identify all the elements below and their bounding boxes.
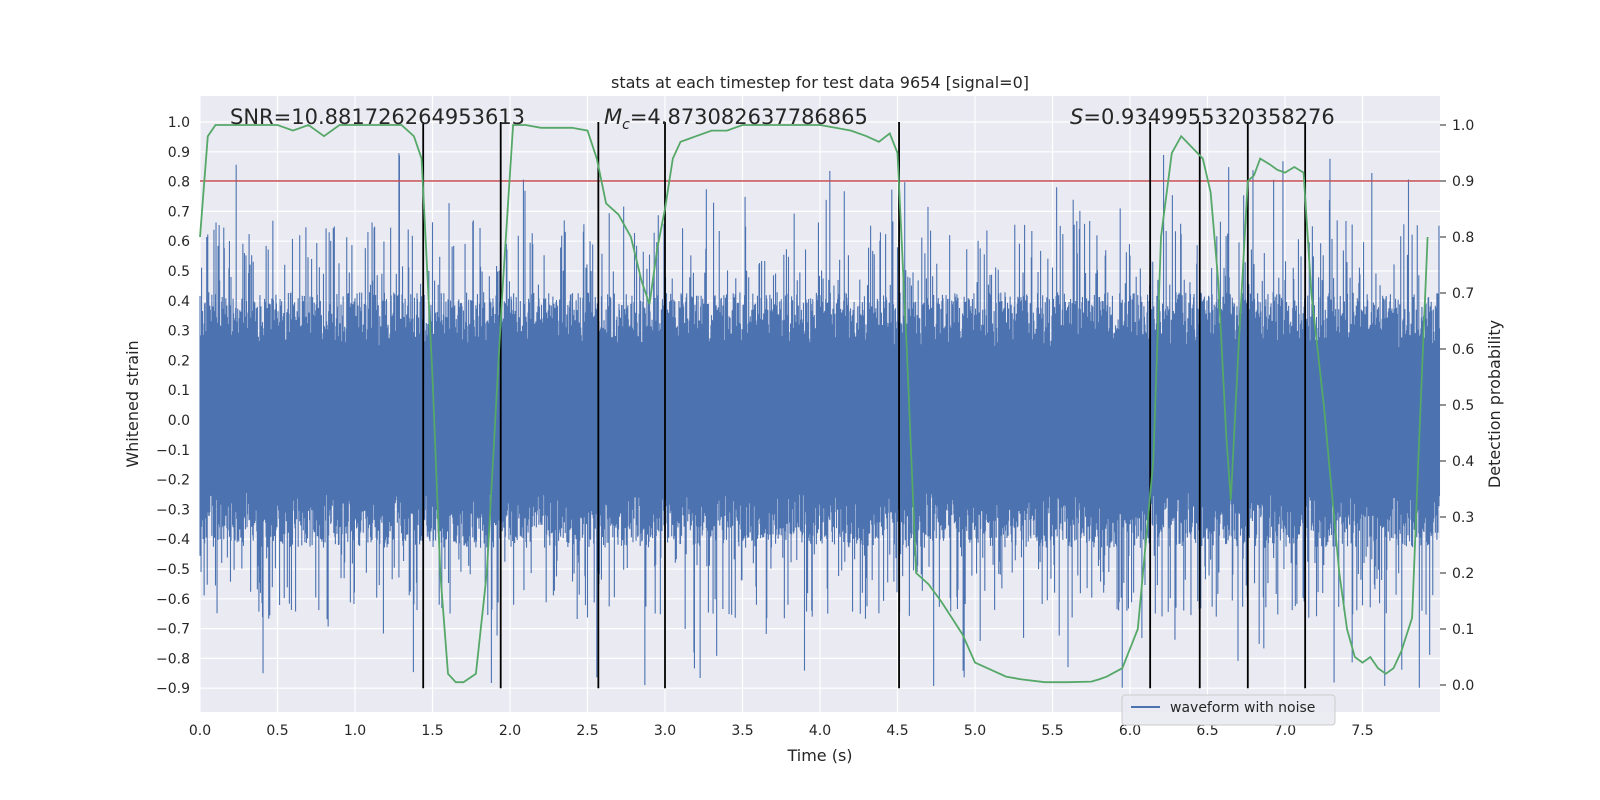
y2-tick-label: 0.9 <box>1452 174 1474 190</box>
x-tick-label: 6.5 <box>1196 723 1218 739</box>
y-tick-label: 0.2 <box>168 353 190 369</box>
y-tick-label: 0.5 <box>168 264 190 280</box>
x-tick-label: 4.5 <box>886 723 908 739</box>
y-tick-label: −0.1 <box>156 443 190 459</box>
y2-tick-labels: 1.0 0.9 0.8 0.7 0.6 0.5 0.4 0.3 0.2 0.1 0.0 <box>1440 118 1474 694</box>
legend: waveform with noise <box>1121 694 1336 726</box>
y-tick-label: −0.9 <box>156 681 190 697</box>
y-tick-label: −0.3 <box>156 502 190 518</box>
y-tick-label: −0.8 <box>156 651 190 667</box>
chirp-mass-symbol: M <box>604 105 622 129</box>
score-symbol: S <box>1070 105 1083 129</box>
waveform-core <box>201 348 1439 492</box>
x-tick-label: 3.5 <box>731 723 753 739</box>
legend-label-waveform: waveform with noise <box>1170 700 1315 716</box>
snr-annotation: SNR=10.881726264953613 <box>230 105 525 129</box>
y-tick-label: −0.6 <box>156 592 190 608</box>
y2-tick-label: 0.4 <box>1452 454 1474 470</box>
x-tick-label: 4.0 <box>809 723 831 739</box>
vertical-markers <box>422 122 1307 689</box>
x-tick-label: 1.5 <box>421 723 443 739</box>
x-tick-label: 2.0 <box>499 723 521 739</box>
y-tick-label: −0.2 <box>156 473 190 489</box>
x-tick-label: 2.5 <box>576 723 598 739</box>
y2-tick-label: 0.8 <box>1452 230 1474 246</box>
y-axis-label: Whitened strain <box>123 340 142 467</box>
y-tick-label: 0.4 <box>168 294 190 310</box>
x-tick-label: 0.5 <box>266 723 288 739</box>
y-tick-label: 1.0 <box>168 115 190 131</box>
y-tick-label: 0.1 <box>168 383 190 399</box>
chirp-mass-subscript: c <box>622 117 630 133</box>
y2-tick-label: 1.0 <box>1452 118 1474 134</box>
y2-tick-label: 0.6 <box>1452 342 1474 358</box>
x-tick-label: 0.0 <box>189 723 211 739</box>
y-tick-label: 0.3 <box>168 324 190 340</box>
y-tick-label: −0.7 <box>156 622 190 638</box>
y2-tick-label: 0.3 <box>1452 510 1474 526</box>
score-annotation: S=0.9349955320358276 <box>1070 105 1335 129</box>
x-axis-label: Time (s) <box>786 746 852 765</box>
probability-series <box>199 123 1429 684</box>
probability-line <box>199 123 1429 684</box>
x-tick-label: 5.5 <box>1041 723 1063 739</box>
y-tick-label: 0.6 <box>168 234 190 250</box>
y-tick-label: 0.0 <box>168 413 190 429</box>
y-tick-label: −0.4 <box>156 532 190 548</box>
y-tick-label: −0.5 <box>156 562 190 578</box>
x-tick-label: 5.0 <box>964 723 986 739</box>
x-tick-label: 7.5 <box>1351 723 1373 739</box>
y-tick-labels: 1.0 0.9 0.8 0.7 0.6 0.5 0.4 0.3 0.2 0.1 0.0 −0.1 −0.… <box>156 115 190 697</box>
y2-tick-label: 0.5 <box>1452 398 1474 414</box>
y-tick-label: 0.7 <box>168 204 190 220</box>
chirp-mass-annotation: Mc=4.873082637786865 <box>604 105 868 133</box>
x-tick-label: 7.0 <box>1274 723 1296 739</box>
y2-axis-label: Detection probability <box>1485 320 1504 488</box>
y-tick-label: 0.9 <box>168 145 190 161</box>
y2-tick-label: 0.2 <box>1452 566 1474 582</box>
score-value: =0.9349955320358276 <box>1083 105 1334 129</box>
x-tick-labels: 0.0 0.5 1.0 1.5 2.0 2.5 3.0 3.5 4.0 4.5 5.0 5.5 6.0 6… <box>189 723 1374 739</box>
legend-box <box>1121 694 1336 726</box>
x-tick-label: 6.0 <box>1119 723 1141 739</box>
y2-tick-label: 0.1 <box>1452 622 1474 638</box>
chirp-mass-value: =4.873082637786865 <box>630 105 868 129</box>
x-tick-label: 3.0 <box>654 723 676 739</box>
y-tick-label: 0.8 <box>168 175 190 191</box>
y2-tick-label: 0.0 <box>1452 678 1474 694</box>
x-tick-label: 1.0 <box>344 723 366 739</box>
chart-title: stats at each timestep for test data 965… <box>611 73 1029 92</box>
y2-tick-label: 0.7 <box>1452 286 1474 302</box>
